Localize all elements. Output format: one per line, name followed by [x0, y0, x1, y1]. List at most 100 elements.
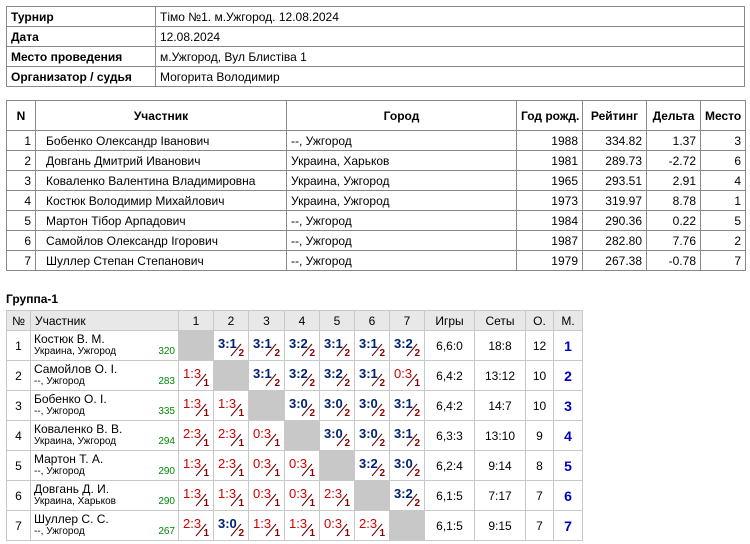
number: 7 — [6, 510, 31, 541]
points: 2 — [344, 408, 350, 419]
score: 2:3 — [183, 426, 202, 441]
group-title: Группа-1 — [6, 292, 59, 306]
score: 0:3 — [324, 516, 343, 531]
empty-cell — [284, 420, 320, 451]
player-info: --, Ужгород 290 — [34, 466, 175, 478]
score: 3:2 — [289, 366, 308, 381]
points: 2 — [379, 378, 385, 389]
slash — [301, 523, 313, 537]
player-name: Самойлов О. І. — [34, 362, 118, 376]
player-rating: 290 — [158, 496, 175, 507]
header-cell: N — [6, 100, 36, 131]
cell: 334.82 — [582, 130, 647, 151]
points: 1 — [203, 438, 209, 449]
game-cell: 3:1 2 — [213, 330, 249, 361]
points: 1 — [274, 528, 280, 539]
score: 2:3 — [218, 456, 237, 471]
slash-line — [195, 373, 207, 387]
score: 3:1 — [394, 396, 413, 411]
slash — [230, 523, 242, 537]
score: 3:1 — [394, 426, 413, 441]
game-cell: 3:0 2 — [319, 390, 355, 421]
place: 7 — [553, 510, 583, 541]
player-info: --, Ужгород 283 — [34, 376, 175, 388]
game-cell: 3:2 2 — [284, 330, 320, 361]
cell: 7 — [700, 250, 746, 271]
place: 5 — [553, 450, 583, 481]
slash — [371, 523, 383, 537]
info-label: Турнир — [6, 6, 156, 27]
points: 2 — [309, 408, 315, 419]
score: 0:3 — [289, 456, 308, 471]
header-cell: 3 — [248, 310, 285, 331]
game-cell: 3:0 2 — [389, 450, 425, 481]
header-cell: О. — [525, 310, 554, 331]
score: 3:1 — [359, 366, 378, 381]
cell: Довгань Дмитрий Иванович — [35, 150, 287, 171]
score: 0:3 — [289, 486, 308, 501]
score-total: 10 — [525, 390, 554, 421]
cell: Украина, Ужгород — [286, 170, 517, 191]
game-cell: 0:3 1 — [284, 480, 320, 511]
game-cell: 0:3 1 — [319, 510, 355, 541]
slash-line — [406, 463, 418, 477]
game-cell: 3:0 2 — [319, 420, 355, 451]
cell: 267.38 — [582, 250, 647, 271]
cell: -2.72 — [646, 150, 701, 171]
slash-line — [195, 523, 207, 537]
cell: 7.76 — [646, 230, 701, 251]
score: 3:1 — [324, 336, 343, 351]
header-cell: Сеты — [474, 310, 526, 331]
cell: 1987 — [516, 230, 583, 251]
slash-line — [336, 373, 348, 387]
points: 1 — [414, 378, 420, 389]
slash — [336, 523, 348, 537]
score: 1:3 — [183, 486, 202, 501]
cell: Шуллер Степан Степанович — [35, 250, 287, 271]
header-row: № Участник 1 2 3 4 5 6 7 Игры Сеты О. М. — [6, 310, 583, 331]
slash — [406, 373, 418, 387]
game-cell: 0:3 1 — [248, 420, 285, 451]
empty-cell — [319, 450, 355, 481]
points: 1 — [238, 498, 244, 509]
player: Коваленко В. В. Украина, Ужгород 294 — [30, 420, 179, 451]
cell: 0.22 — [646, 210, 701, 231]
slash-line — [406, 343, 418, 357]
cell: 2 — [700, 230, 746, 251]
player-name: Шуллер С. С. — [34, 512, 109, 526]
game-cell: 3:2 2 — [389, 330, 425, 361]
slash — [195, 523, 207, 537]
slash — [336, 493, 348, 507]
header-row: N Участник Город Год рожд. Рейтинг Дельта Мест… — [6, 100, 746, 131]
player-city: Украина, Ужгород — [34, 436, 117, 447]
slash — [301, 463, 313, 477]
game-cell: 3:0 2 — [284, 390, 320, 421]
game-cell: 0:3 1 — [389, 360, 425, 391]
score: 3:0 — [289, 396, 308, 411]
slash — [265, 373, 277, 387]
slash-line — [406, 403, 418, 417]
points: 1 — [238, 408, 244, 419]
slash-line — [265, 343, 277, 357]
game-cell: 3:0 2 — [354, 390, 390, 421]
player-info: Украина, Ужгород 320 — [34, 346, 175, 358]
game-cell: 2:3 1 — [354, 510, 390, 541]
cell: --, Ужгород — [286, 250, 517, 271]
place: 3 — [553, 390, 583, 421]
cell: 1984 — [516, 210, 583, 231]
points: 2 — [344, 378, 350, 389]
games: 6,3:3 — [424, 420, 475, 451]
slash-line — [301, 523, 313, 537]
empty-cell — [213, 360, 249, 391]
slash — [230, 403, 242, 417]
slash-line — [371, 403, 383, 417]
score: 3:0 — [359, 426, 378, 441]
participant-row: 7 Шуллер Степан Степанович --, Ужгород 1979… — [6, 250, 746, 271]
place: 4 — [553, 420, 583, 451]
game-cell: 1:3 1 — [213, 390, 249, 421]
info-row: Дата 12.08.2024 — [6, 26, 745, 47]
slash — [195, 433, 207, 447]
group-row: 3 Бобенко О. І. --, Ужгород 335 1:3 1 1:3 1 3:0 2… — [6, 390, 583, 421]
slash-line — [406, 493, 418, 507]
player: Довгань Д. И. Украина, Харьков 290 — [30, 480, 179, 511]
